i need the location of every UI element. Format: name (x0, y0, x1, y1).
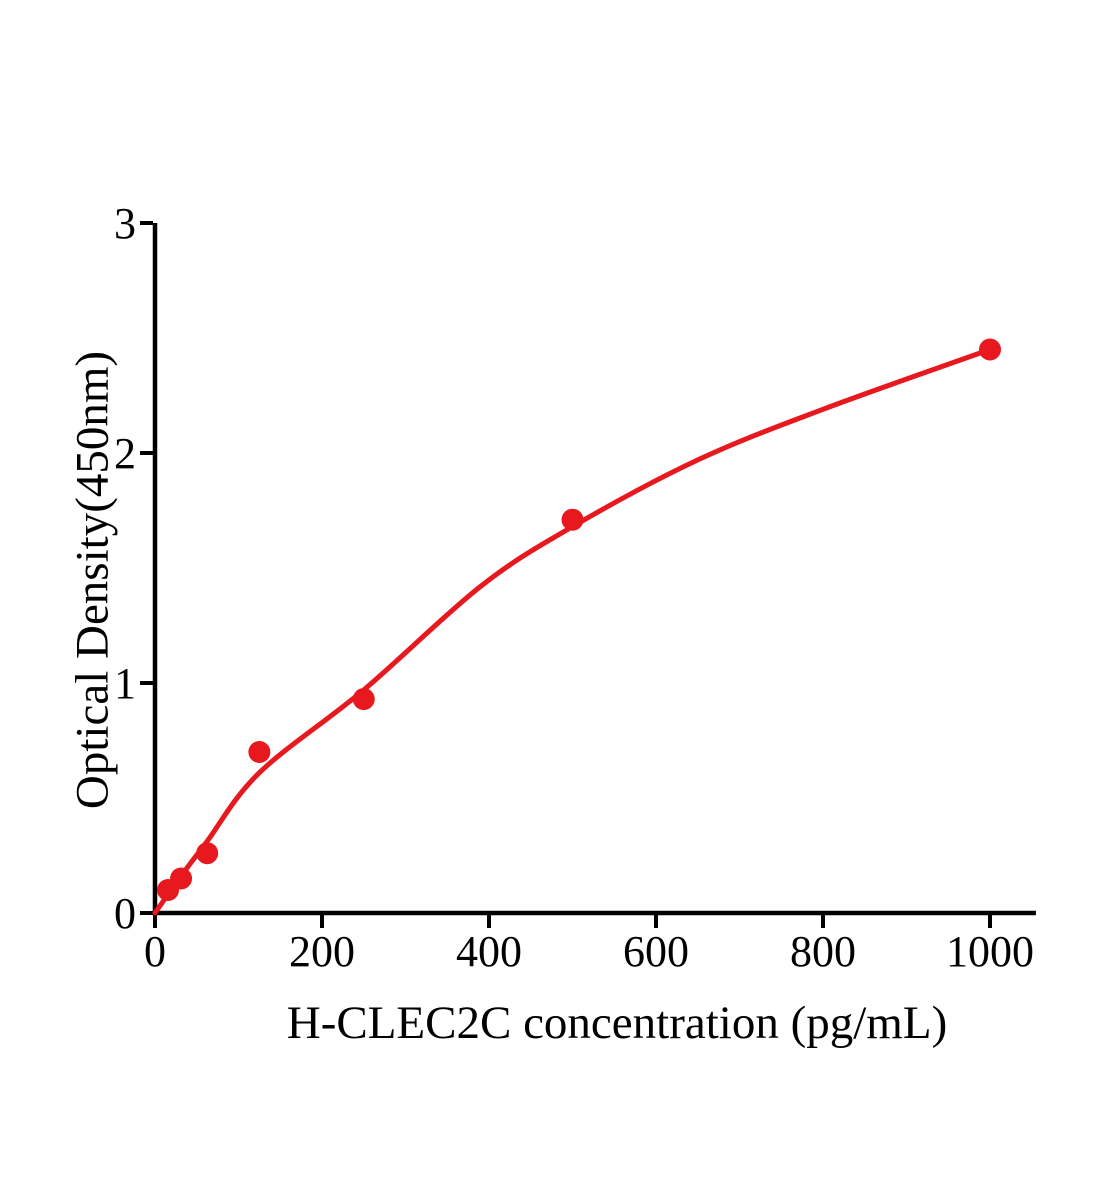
x-tick-label: 1000 (946, 927, 1034, 976)
y-tick-label: 3 (114, 199, 136, 248)
x-axis-title: H-CLEC2C concentration (pg/mL) (287, 997, 947, 1049)
x-tick-label: 0 (144, 927, 166, 976)
y-tick-label: 1 (114, 659, 136, 708)
x-tick-label: 600 (623, 927, 689, 976)
y-axis-title: Optical Density(450nm) (67, 351, 119, 809)
fitted-curve-line (152, 347, 993, 916)
y-tick-label: 0 (114, 889, 136, 938)
x-tick-label: 200 (289, 927, 355, 976)
y-tick-label: 2 (114, 429, 136, 478)
x-tick-label: 800 (790, 927, 856, 976)
x-tick-label: 400 (456, 927, 522, 976)
plot-area: 0 200 400 600 800 1000 0 1 2 3 (114, 199, 1036, 976)
data-point (248, 741, 271, 763)
